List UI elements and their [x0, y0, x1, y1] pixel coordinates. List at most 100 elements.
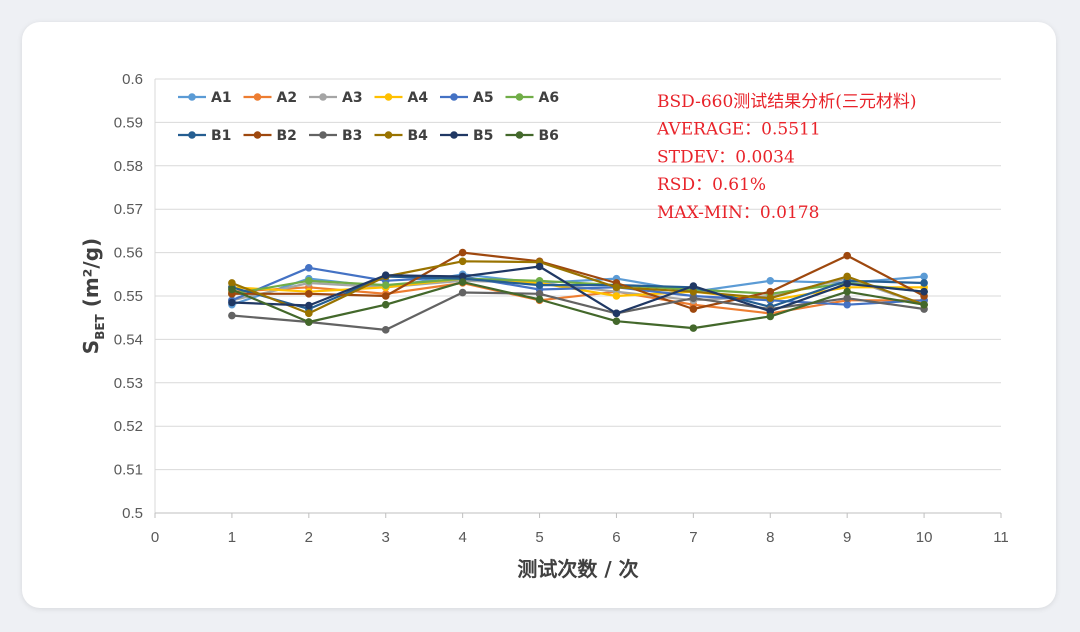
data-point	[305, 263, 313, 272]
data-point	[689, 294, 698, 302]
data-point	[458, 288, 467, 297]
y-tick-label: 0.52	[114, 418, 143, 435]
y-tick-label: 0.55	[114, 288, 143, 305]
legend-swatch-marker	[450, 131, 458, 139]
data-point	[843, 272, 851, 281]
annotation-line: AVERAGE：0.5511	[656, 120, 821, 140]
axes	[154, 79, 1002, 518]
legend-label: A1	[211, 90, 232, 106]
data-point	[843, 251, 851, 260]
legend-label: A2	[277, 90, 298, 106]
data-point	[766, 312, 775, 321]
data-point	[689, 287, 698, 296]
legend-swatch-marker	[515, 131, 524, 139]
data-point	[843, 300, 851, 309]
legend-label: B5	[473, 128, 493, 144]
legend-item-a1: A1	[178, 90, 232, 106]
x-tick-label: 1	[228, 529, 236, 546]
y-tick-label: 0.53	[114, 375, 143, 392]
y-axis-title-rest: (m²/g)	[79, 238, 103, 314]
legend-item-b5: B5	[440, 128, 493, 144]
legend-label: B1	[211, 128, 231, 144]
legend-item-a4: A4	[374, 90, 428, 106]
y-axis-title: SBET (m²/g)	[79, 238, 107, 354]
x-tick-label: 11	[993, 529, 1009, 546]
data-point	[305, 309, 313, 318]
x-tick-label: 8	[766, 529, 774, 546]
x-tick-label: 4	[458, 529, 466, 546]
y-tick-label: 0.51	[114, 462, 143, 479]
y-axis-title-base: S	[79, 340, 103, 354]
data-point	[305, 301, 313, 310]
data-point	[305, 290, 313, 298]
series-b5	[228, 262, 928, 318]
data-point	[535, 295, 544, 304]
annotation-line: BSD-660测试结果分析(三元材料)	[657, 92, 917, 112]
series-line	[231, 265, 925, 315]
y-tick-label: 0.56	[114, 245, 143, 262]
data-point	[228, 311, 236, 320]
data-point	[305, 318, 313, 326]
x-tick-label: 5	[535, 529, 543, 546]
x-tick-label: 3	[382, 529, 390, 546]
legend-swatch-marker	[384, 131, 393, 139]
legend-item-a5: A5	[440, 90, 494, 106]
legend-item-b1: B1	[178, 128, 231, 144]
annotation-line: STDEV：0.0034	[657, 147, 795, 167]
data-point	[766, 287, 775, 296]
data-point	[689, 324, 698, 332]
chart-card	[22, 22, 1056, 608]
data-point	[843, 287, 851, 296]
x-tick-label: 2	[305, 529, 313, 546]
gridlines	[155, 78, 1001, 471]
legend-swatch-marker	[450, 93, 458, 101]
x-tick-label: 10	[916, 529, 933, 546]
y-tick-label: 0.58	[114, 158, 143, 175]
x-tick-labels: 0 1 2 3 4 5 6 7 8 9 10 11	[151, 529, 1009, 546]
data-point	[920, 279, 928, 287]
legend: A1 A2 A3 A4 A5 A6 B1 B2 B3 B4 B5 B6	[178, 90, 559, 144]
x-axis-title: 测试次数 / 次	[517, 557, 638, 581]
data-point	[766, 307, 775, 315]
legend-item-b6: B6	[505, 128, 559, 144]
data-point	[612, 292, 621, 300]
legend-label: B6	[539, 128, 559, 144]
data-point	[458, 248, 467, 257]
data-point	[843, 294, 851, 302]
data-point	[920, 300, 928, 309]
data-point	[689, 305, 698, 313]
legend-swatch-marker	[319, 131, 327, 139]
data-point	[612, 309, 621, 318]
legend-item-b2: B2	[243, 128, 297, 144]
y-tick-label: 0.54	[114, 331, 143, 348]
data-point	[458, 272, 467, 281]
data-point	[766, 277, 775, 285]
annotation-line: MAX-MIN：0.0178	[657, 203, 819, 223]
data-point	[689, 282, 698, 290]
data-point	[228, 285, 236, 294]
data-point	[766, 294, 775, 302]
data-point	[381, 326, 390, 334]
data-point	[535, 290, 544, 298]
legend-label: A6	[539, 90, 560, 106]
data-point	[458, 278, 467, 286]
y-tick-label: 0.6	[122, 71, 143, 88]
series-line	[231, 260, 925, 315]
series-line	[231, 281, 925, 330]
legend-swatch-marker	[188, 93, 196, 101]
legend-label: A5	[473, 90, 494, 106]
data-point	[612, 317, 621, 325]
stats-annotations: BSD-660测试结果分析(三元材料) AVERAGE：0.5511 STDEV：0…	[656, 92, 917, 223]
x-tick-label: 9	[843, 529, 851, 546]
data-point	[381, 271, 390, 279]
legend-label: B3	[342, 128, 362, 144]
legend-swatch-marker	[253, 93, 262, 101]
data-point	[305, 277, 313, 285]
data-point	[612, 283, 621, 292]
legend-swatch-marker	[319, 93, 327, 101]
data-point	[843, 280, 851, 288]
data-point	[381, 300, 390, 309]
legend-swatch-marker	[253, 131, 262, 139]
y-tick-label: 0.57	[114, 201, 143, 218]
